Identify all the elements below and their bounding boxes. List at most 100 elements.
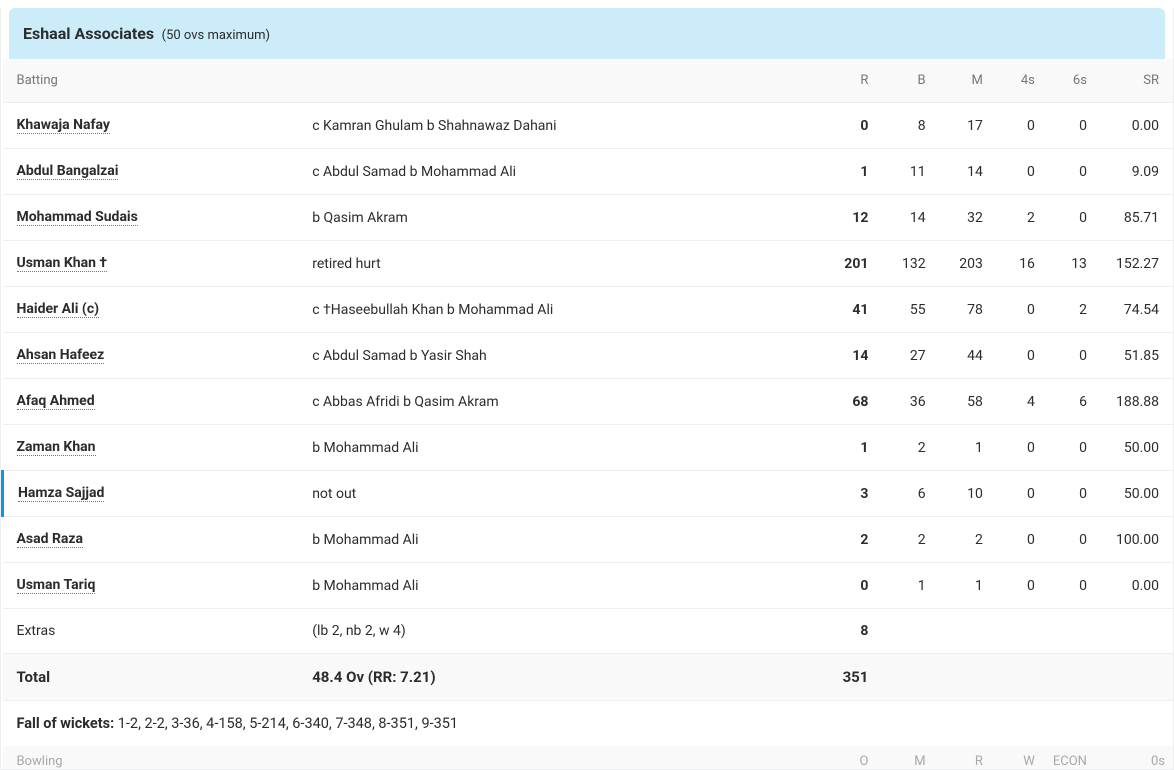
minutes-value: 2 <box>934 517 991 563</box>
balls-value: 132 <box>876 241 933 287</box>
extras-detail: (lb 2, nb 2, w 4) <box>304 609 803 654</box>
minutes-value: 1 <box>934 425 991 471</box>
balls-value: 55 <box>876 287 933 333</box>
total-label: Total <box>3 654 305 701</box>
balls-value: 11 <box>876 149 933 195</box>
batter-link[interactable]: Hamza Sajjad <box>18 485 104 502</box>
sixes-value: 0 <box>1043 517 1095 563</box>
fow-label: Fall of wickets: <box>17 715 115 732</box>
batting-summary: Extras (lb 2, nb 2, w 4) 8 Total 48.4 Ov… <box>3 609 1174 747</box>
sixes-value: 2 <box>1043 287 1095 333</box>
sr-value: 74.54 <box>1095 287 1173 333</box>
balls-value: 14 <box>876 195 933 241</box>
col-fours: 4s <box>991 59 1043 103</box>
fours-value: 2 <box>991 195 1043 241</box>
batting-row: Abdul Bangalzai c Abdul Samad b Mohammad … <box>3 149 1174 195</box>
team-name: Eshaal Associates <box>23 24 154 43</box>
bowling-header-row: Bowling O M R W ECON 0s <box>3 746 1174 769</box>
extras-value: 8 <box>804 609 877 654</box>
batter-cell: Khawaja Nafay <box>3 103 305 149</box>
batting-body: Khawaja Nafay c Kamran Ghulam b Shahnawaz… <box>3 103 1174 609</box>
total-detail: 48.4 Ov (RR: 7.21) <box>304 654 803 701</box>
batting-row: Zaman Khanb Mohammad Ali1210050.00 <box>3 425 1174 471</box>
runs-value: 2 <box>804 517 877 563</box>
batter-cell: Mohammad Sudais <box>3 195 305 241</box>
dismissal-cell: retired hurt <box>304 241 803 287</box>
sixes-value: 0 <box>1043 149 1095 195</box>
balls-value: 1 <box>876 563 933 609</box>
balls-value: 6 <box>876 471 933 517</box>
sixes-value: 0 <box>1043 333 1095 379</box>
batter-link[interactable]: Mohammad Sudais <box>17 209 138 226</box>
batting-row: Asad Razab Mohammad Ali22200100.00 <box>3 517 1174 563</box>
runs-value: 1 <box>804 149 877 195</box>
batting-row: Hamza Sajjadnot out36100050.00 <box>3 471 1174 517</box>
batter-link[interactable]: Khawaja Nafay <box>17 117 110 134</box>
col-dismissal <box>304 59 803 103</box>
batter-cell: Usman Khan † <box>3 241 305 287</box>
balls-value: 27 <box>876 333 933 379</box>
runs-value: 0 <box>804 103 877 149</box>
batter-cell: Asad Raza <box>3 517 305 563</box>
batting-row: Usman Khan †retired hurt2011322031613152… <box>3 241 1174 287</box>
total-row: Total 48.4 Ov (RR: 7.21) 351 <box>3 654 1174 701</box>
fours-value: 16 <box>991 241 1043 287</box>
dismissal-cell: c Abbas Afridi b Qasim Akram <box>304 379 803 425</box>
fall-of-wickets-row: Fall of wickets: 1-2, 2-2, 3-36, 4-158, … <box>3 701 1174 747</box>
runs-value: 0 <box>804 563 877 609</box>
fours-value: 0 <box>991 333 1043 379</box>
batting-scorecard: Eshaal Associates (50 ovs maximum) Batti… <box>0 8 1174 770</box>
batting-row: Afaq Ahmedc Abbas Afridi b Qasim Akram68… <box>3 379 1174 425</box>
col-maidens: M <box>876 746 933 769</box>
batter-link[interactable]: Haider Ali (c) <box>17 301 100 318</box>
runs-value: 41 <box>804 287 877 333</box>
extras-row: Extras (lb 2, nb 2, w 4) 8 <box>3 609 1174 654</box>
sr-value: 100.00 <box>1095 517 1173 563</box>
sr-value: 152.27 <box>1095 241 1173 287</box>
batting-row: Khawaja Nafay c Kamran Ghulam b Shahnawaz… <box>3 103 1174 149</box>
sr-value: 50.00 <box>1095 471 1173 517</box>
fours-value: 0 <box>991 287 1043 333</box>
balls-value: 8 <box>876 103 933 149</box>
balls-value: 2 <box>876 425 933 471</box>
batter-link[interactable]: Asad Raza <box>17 531 84 548</box>
batter-link[interactable]: Afaq Ahmed <box>17 393 95 410</box>
sr-value: 85.71 <box>1095 195 1173 241</box>
sixes-value: 0 <box>1043 103 1095 149</box>
batting-header-row: Batting R B M 4s 6s SR <box>3 59 1174 103</box>
sixes-value: 6 <box>1043 379 1095 425</box>
dismissal-cell: c †Haseebullah Khan b Mohammad Ali <box>304 287 803 333</box>
runs-value: 201 <box>804 241 877 287</box>
batter-link[interactable]: Usman Tariq <box>17 577 96 594</box>
runs-value: 3 <box>804 471 877 517</box>
col-runs-conceded: R <box>934 746 991 769</box>
col-bowler: Bowling <box>3 746 804 769</box>
batter-link[interactable]: Usman Khan † <box>17 255 107 272</box>
batter-cell: Usman Tariq <box>3 563 305 609</box>
sixes-value: 0 <box>1043 195 1095 241</box>
sr-value: 50.00 <box>1095 425 1173 471</box>
balls-value: 36 <box>876 379 933 425</box>
sixes-value: 0 <box>1043 471 1095 517</box>
batting-table: Batting R B M 4s 6s SR Khawaja Nafay c Ka… <box>1 59 1173 769</box>
sixes-value: 0 <box>1043 425 1095 471</box>
batter-link[interactable]: Zaman Khan <box>17 439 96 456</box>
sr-value: 0.00 <box>1095 103 1173 149</box>
minutes-value: 1 <box>934 563 991 609</box>
sr-value: 9.09 <box>1095 149 1173 195</box>
minutes-value: 10 <box>934 471 991 517</box>
dismissal-cell: c Kamran Ghulam b Shahnawaz Dahani <box>304 103 803 149</box>
fours-value: 0 <box>991 471 1043 517</box>
minutes-value: 17 <box>934 103 991 149</box>
dismissal-cell: b Qasim Akram <box>304 195 803 241</box>
col-overs: O <box>804 746 877 769</box>
batter-link[interactable]: Abdul Bangalzai <box>17 163 119 180</box>
runs-value: 1 <box>804 425 877 471</box>
fours-value: 0 <box>991 103 1043 149</box>
batter-link[interactable]: Ahsan Hafeez <box>17 347 105 364</box>
col-wickets: W <box>991 746 1043 769</box>
dismissal-cell: b Mohammad Ali <box>304 517 803 563</box>
balls-value: 2 <box>876 517 933 563</box>
batter-cell: Hamza Sajjad <box>3 471 305 517</box>
dismissal-cell: c Abdul Samad b Mohammad Ali <box>304 149 803 195</box>
